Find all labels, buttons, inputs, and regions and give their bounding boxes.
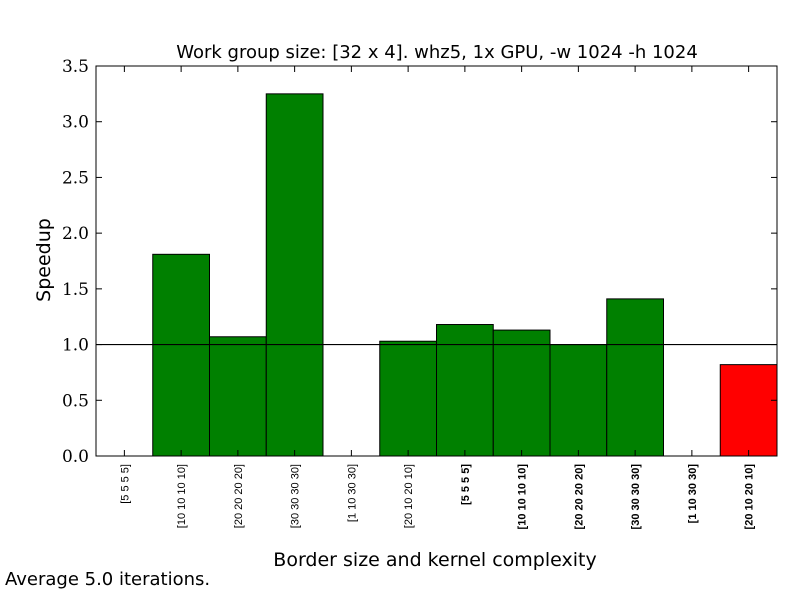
bar-5 bbox=[379, 340, 437, 457]
x-tick-label: [10 10 10 10] bbox=[176, 464, 188, 528]
y-axis-label: Speedup bbox=[33, 218, 55, 302]
footnote: Average 5.0 iterations. bbox=[5, 569, 211, 590]
y-axis: 0.0 0.5 1.0 1.5 2.0 2.5 3.0 3.5 bbox=[62, 57, 777, 467]
x-tick-label: [5 5 5 5] bbox=[460, 464, 472, 505]
x-tick-label: [10 10 10 10] bbox=[517, 464, 529, 530]
bars-layer bbox=[152, 93, 778, 457]
bar-8 bbox=[549, 344, 608, 457]
bar-7 bbox=[492, 329, 551, 457]
x-tick-label: [5 5 5 5] bbox=[119, 464, 131, 504]
chart-title: Work group size: [32 x 4]. whz5, 1x GPU,… bbox=[176, 42, 698, 63]
x-tick-label: [20 20 20 20] bbox=[233, 464, 245, 528]
bar-2 bbox=[209, 336, 267, 457]
y-tick-label: 3.5 bbox=[62, 57, 89, 77]
bar-9 bbox=[606, 298, 664, 457]
plot-frame bbox=[95, 65, 778, 457]
x-axis-label: Border size and kernel complexity bbox=[273, 549, 596, 571]
y-tick-label: 3.0 bbox=[62, 113, 89, 133]
bar-11 bbox=[719, 364, 778, 457]
y-tick-label: 1.0 bbox=[62, 336, 89, 356]
x-tick-label: [1 10 30 30] bbox=[687, 464, 699, 524]
x-tick-label: [20 10 20 10] bbox=[403, 464, 415, 528]
y-tick-label: 0.0 bbox=[62, 447, 89, 467]
y-tick-label: 2.0 bbox=[62, 224, 89, 244]
x-tick-label: [20 20 20 20] bbox=[573, 464, 585, 530]
x-tick-label: [30 30 30 30] bbox=[290, 464, 302, 528]
x-axis: [5 5 5 5] [10 10 10 10] [20 20 20 20] [30 3… bbox=[119, 66, 756, 530]
x-tick-label: [30 30 30 30] bbox=[630, 464, 642, 530]
x-tick-label: [20 10 20 10] bbox=[744, 464, 756, 530]
y-tick-label: 1.5 bbox=[62, 280, 89, 300]
y-tick-label: 0.5 bbox=[62, 391, 89, 411]
y-tick-label: 2.5 bbox=[62, 168, 89, 188]
bar-1 bbox=[152, 253, 210, 457]
bar-3 bbox=[265, 93, 324, 457]
bar-6 bbox=[436, 324, 494, 457]
x-tick-label: [1 10 30 30] bbox=[346, 464, 358, 522]
